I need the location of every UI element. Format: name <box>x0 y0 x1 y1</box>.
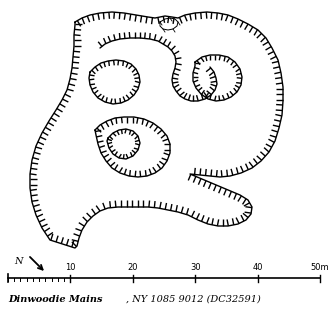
Text: 10: 10 <box>65 263 76 272</box>
Text: 20: 20 <box>128 263 138 272</box>
Text: 50m: 50m <box>311 263 329 272</box>
Text: , NY 1085 9012 (DC32591): , NY 1085 9012 (DC32591) <box>126 295 261 304</box>
Text: N: N <box>14 257 22 267</box>
Text: 30: 30 <box>190 263 201 272</box>
Text: Dinwoodie Mains: Dinwoodie Mains <box>8 295 103 304</box>
Text: 40: 40 <box>252 263 263 272</box>
